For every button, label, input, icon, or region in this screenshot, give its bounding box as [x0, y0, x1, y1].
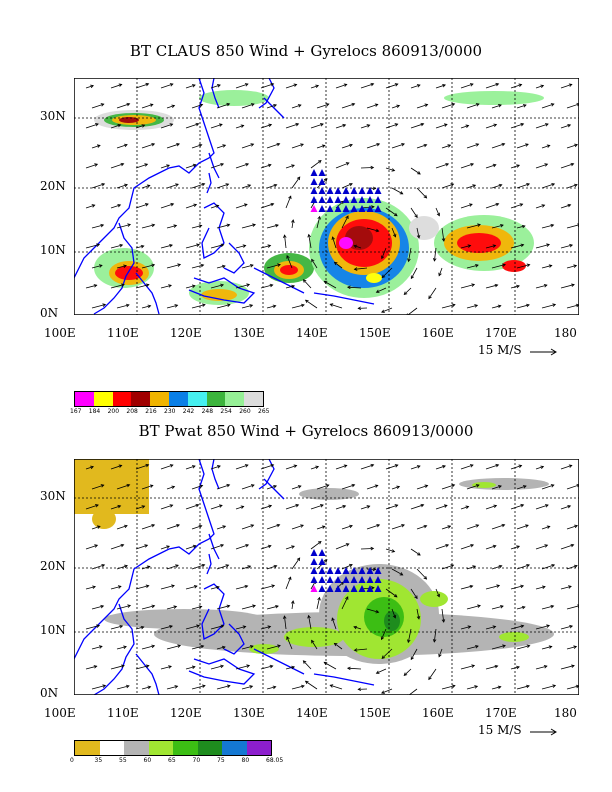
colorbar-swatch	[99, 741, 124, 755]
panel1-lon-label: 140E	[296, 326, 328, 340]
panel1-colorbar	[74, 391, 264, 407]
panel1-map	[74, 78, 579, 315]
panel1-lon-label: 120E	[170, 326, 202, 340]
panel2-lon-label: 150E	[359, 706, 391, 720]
colorbar-label: 260	[239, 408, 251, 415]
colorbar-swatch	[150, 392, 169, 406]
colorbar-label: 70	[192, 757, 201, 764]
panel1-lon-label: 180	[554, 326, 577, 340]
colorbar-label: 65	[168, 757, 176, 764]
colorbar-swatch	[148, 741, 173, 755]
colorbar-swatch	[75, 392, 94, 406]
colorbar-swatch	[206, 392, 226, 406]
colorbar-label: 68.05	[266, 757, 284, 764]
colorbar-label: 60	[143, 757, 152, 764]
panel1-ref-vector-arrow	[530, 348, 557, 356]
panel1-lat-0N: 0N	[40, 306, 59, 320]
colorbar-label: 35	[94, 757, 103, 764]
panel1-lon-label: 160E	[422, 326, 454, 340]
colorbar-label: 208	[126, 408, 138, 415]
panel2-coastlines	[74, 459, 375, 695]
colorbar-label: 80	[241, 757, 250, 764]
colorbar-swatch	[131, 392, 151, 406]
panel1-title: BT CLAUS 850 Wind + Gyrelocs 860913/0000	[129, 42, 483, 60]
colorbar-label: 254	[220, 408, 232, 415]
panel2-ref-vector-arrow	[530, 728, 557, 736]
colorbar-swatch	[246, 741, 271, 755]
colorbar-label: 242	[182, 408, 195, 415]
colorbar-label: 216	[145, 408, 157, 415]
panel2-lon-label: 130E	[233, 706, 265, 720]
colorbar-swatch	[244, 392, 263, 406]
colorbar-label: 184	[88, 408, 101, 415]
panel2-gyre-markers	[310, 549, 382, 592]
panel2-lat-30N: 30N	[40, 489, 66, 503]
panel2-lat-10N: 10N	[40, 623, 66, 637]
panel1-lon-label: 130E	[233, 326, 265, 340]
panel2-lon-label: 100E	[44, 706, 76, 720]
pwat-field	[74, 459, 554, 664]
colorbar-swatch	[93, 392, 113, 406]
panel2-lon-label: 110E	[107, 706, 139, 720]
panel2-lon-label: 180	[554, 706, 577, 720]
panel2-lat-20N: 20N	[40, 559, 66, 573]
panel1-gyre-markers	[310, 169, 382, 212]
colorbar-label: 0	[70, 757, 74, 764]
colorbar-swatch	[197, 741, 222, 755]
panel2-title: BT Pwat 850 Wind + Gyrelocs 860913/0000	[138, 422, 474, 440]
panel2-colorbar	[74, 740, 272, 756]
panel1-wind-vectors	[85, 82, 579, 315]
colorbar-label: 200	[107, 408, 120, 415]
colorbar-swatch	[75, 741, 100, 755]
panel2-map	[74, 459, 579, 695]
panel1-lon-label: 170E	[485, 326, 517, 340]
panel1-lat-30N: 30N	[40, 109, 66, 123]
panel1-lon-label: 100E	[44, 326, 76, 340]
panel1-lon-label: 150E	[359, 326, 391, 340]
colorbar-swatch	[187, 392, 207, 406]
colorbar-swatch	[225, 392, 245, 406]
panel1-lat-20N: 20N	[40, 179, 66, 193]
colorbar-swatch	[124, 741, 149, 755]
colorbar-swatch	[112, 392, 132, 406]
colorbar-label: 75	[217, 757, 225, 764]
panel2-wind-vectors	[85, 463, 579, 695]
colorbar-label: 248	[201, 408, 214, 415]
panel2-lat-0N: 0N	[40, 686, 59, 700]
panel2-gridlines	[74, 459, 579, 695]
panel2-ref-vector-label: 15 M/S	[478, 723, 522, 737]
colorbar-label: 230	[164, 408, 176, 415]
panel2-lon-label: 120E	[170, 706, 202, 720]
panel2-lon-label: 140E	[296, 706, 328, 720]
cloud-field	[94, 90, 544, 305]
colorbar-swatch	[168, 392, 188, 406]
panel1-lat-10N: 10N	[40, 243, 66, 257]
panel1-ref-vector-label: 15 M/S	[478, 343, 522, 357]
colorbar-label: 167	[70, 408, 82, 415]
colorbar-label: 265	[258, 408, 270, 415]
panel1-gridlines	[74, 78, 579, 315]
panel1-lon-label: 110E	[107, 326, 139, 340]
colorbar-swatch	[173, 741, 198, 755]
colorbar-label: 55	[119, 757, 127, 764]
panel2-lon-label: 160E	[422, 706, 454, 720]
panel2-lon-label: 170E	[485, 706, 517, 720]
colorbar-swatch	[222, 741, 247, 755]
